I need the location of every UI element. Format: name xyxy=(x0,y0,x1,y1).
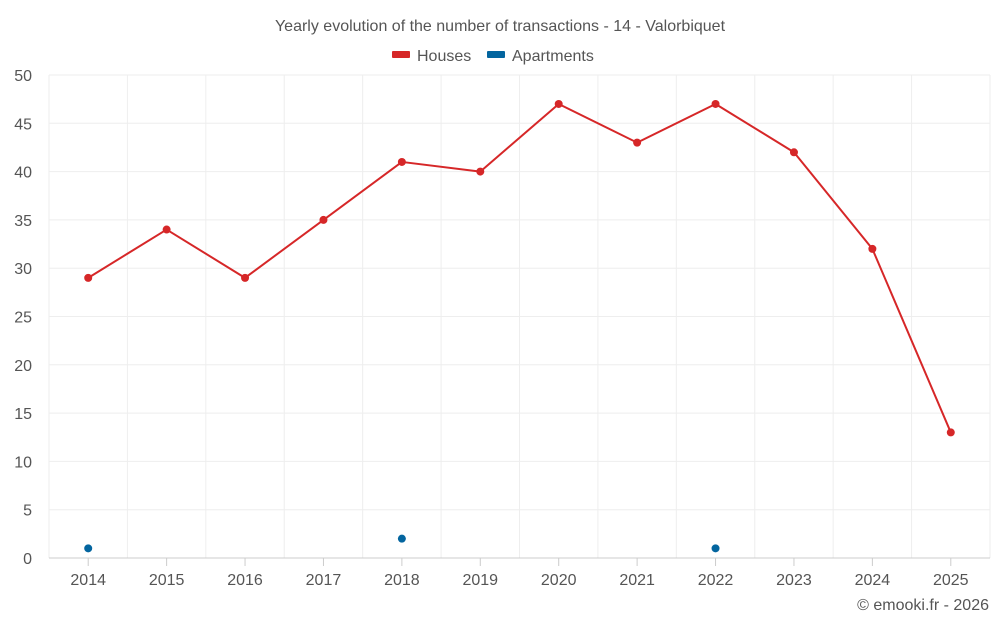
data-point-apartments[interactable] xyxy=(397,534,406,543)
y-tick-label: 50 xyxy=(14,68,32,85)
legend-item-apartments[interactable]: Apartments xyxy=(487,48,594,65)
data-point-houses[interactable] xyxy=(397,157,406,166)
x-tick-label: 2014 xyxy=(70,572,106,589)
legend-swatch-houses xyxy=(392,51,410,58)
data-point-houses[interactable] xyxy=(162,225,171,234)
x-tick-label: 2022 xyxy=(698,572,734,589)
data-point-apartments[interactable] xyxy=(84,544,93,553)
y-tick-label: 0 xyxy=(23,551,32,568)
x-tick-label: 2017 xyxy=(306,572,342,589)
y-axis: 0 5 10 15 20 25 30 35 40 45 50 xyxy=(14,68,32,568)
x-tick-label: 2024 xyxy=(855,572,891,589)
data-point-houses[interactable] xyxy=(319,215,328,224)
plot-area xyxy=(84,99,955,553)
y-tick-label: 45 xyxy=(14,116,32,133)
data-point-houses[interactable] xyxy=(554,99,563,108)
data-point-houses[interactable] xyxy=(633,138,642,147)
x-axis: 2014 2015 2016 2017 2018 2019 2020 2021 2022 2023… xyxy=(49,557,990,589)
y-tick-label: 5 xyxy=(23,503,32,520)
x-tick-label: 2025 xyxy=(933,572,969,589)
legend: Houses Apartments xyxy=(392,48,594,65)
credit-text: © emooki.fr - 2026 xyxy=(857,597,989,614)
grid xyxy=(48,74,991,558)
x-tick-label: 2015 xyxy=(149,572,185,589)
y-tick-label: 25 xyxy=(14,310,32,327)
chart-title: Yearly evolution of the number of transa… xyxy=(275,18,726,35)
series-apartments xyxy=(84,534,720,553)
y-tick-label: 35 xyxy=(14,213,32,230)
data-point-houses[interactable] xyxy=(868,244,877,253)
legend-label-apartments: Apartments xyxy=(512,48,594,65)
y-tick-label: 40 xyxy=(14,165,32,182)
x-tick-label: 2018 xyxy=(384,572,420,589)
data-point-houses[interactable] xyxy=(789,148,798,157)
y-tick-label: 10 xyxy=(14,454,32,471)
legend-swatch-apartments xyxy=(487,51,505,58)
y-tick-label: 30 xyxy=(14,261,32,278)
series-houses xyxy=(84,99,955,437)
data-point-apartments[interactable] xyxy=(711,544,720,553)
y-tick-label: 15 xyxy=(14,406,32,423)
y-tick-label: 20 xyxy=(14,358,32,375)
x-tick-label: 2020 xyxy=(541,572,577,589)
x-tick-label: 2021 xyxy=(619,572,655,589)
data-point-houses[interactable] xyxy=(84,273,93,282)
x-tick-label: 2023 xyxy=(776,572,812,589)
data-point-houses[interactable] xyxy=(711,99,720,108)
x-tick-label: 2016 xyxy=(227,572,263,589)
legend-label-houses: Houses xyxy=(417,48,471,65)
data-point-houses[interactable] xyxy=(476,167,485,176)
data-point-houses[interactable] xyxy=(241,273,250,282)
series-line-houses xyxy=(87,102,952,433)
legend-item-houses[interactable]: Houses xyxy=(392,48,471,65)
x-tick-label: 2019 xyxy=(462,572,498,589)
data-point-houses[interactable] xyxy=(946,428,955,437)
